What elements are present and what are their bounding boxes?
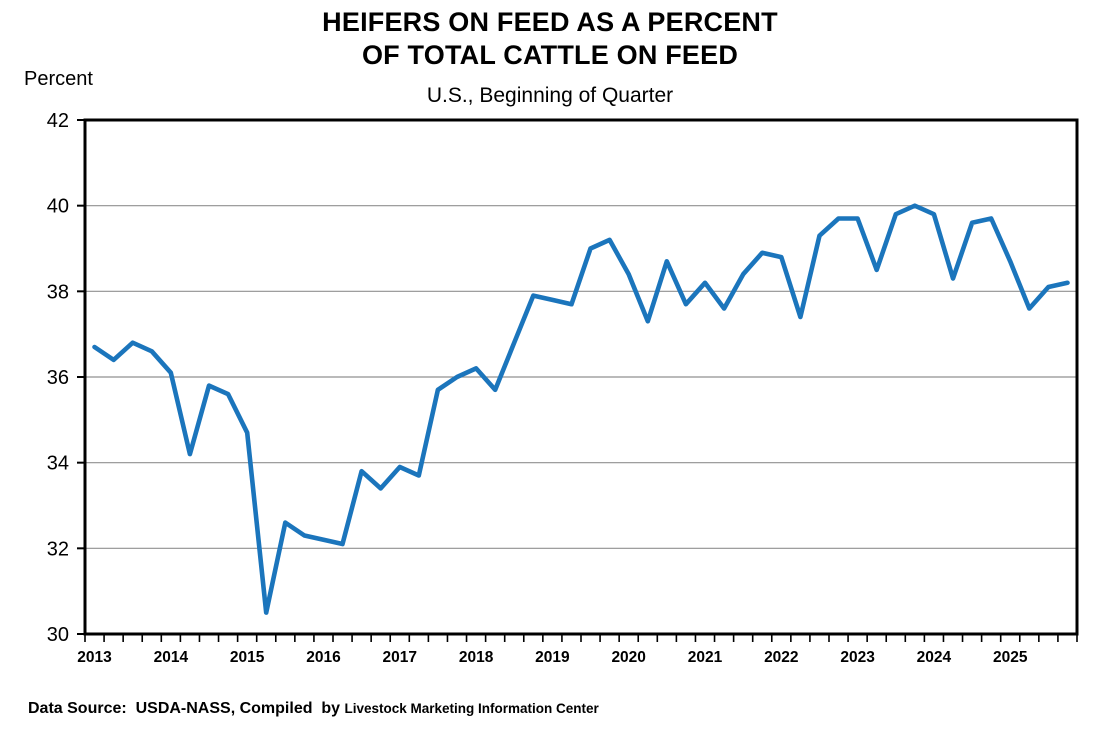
x-tick-label: 2014 (154, 649, 189, 666)
chart-subtitle: U.S., Beginning of Quarter (426, 84, 674, 107)
data-source-text: Data Source: USDA-NASS, Compiled by (28, 700, 345, 717)
x-tick-label: 2022 (764, 649, 798, 666)
chart-title-line1: HEIFERS ON FEED AS A PERCENT (322, 7, 778, 37)
x-tick-label: 2021 (688, 649, 723, 666)
y-tick-label: 30 (47, 624, 69, 646)
x-tick-label: 2023 (840, 649, 875, 666)
chart-title: HEIFERS ON FEED AS A PERCENT OF TOTAL CA… (0, 6, 1100, 72)
x-tick-label: 2019 (535, 649, 570, 666)
x-tick-label: 2025 (993, 649, 1028, 666)
y-tick-label: 34 (47, 453, 69, 475)
data-source-org: Livestock Marketing Information Center (344, 701, 599, 716)
y-tick-label: 36 (47, 367, 69, 389)
chart-title-line2: OF TOTAL CATTLE ON FEED (361, 39, 739, 70)
plot-border (83, 118, 1079, 636)
x-tick-label: 2020 (611, 649, 645, 666)
y-tick-label: 32 (47, 538, 69, 560)
y-tick-label: 40 (47, 196, 69, 218)
x-tick-label: 2016 (306, 649, 341, 666)
data-line (92, 203, 1070, 615)
x-tick-label: 2015 (230, 649, 265, 666)
x-tick-label: 2024 (917, 649, 952, 666)
data-source-footer: Data Source: USDA-NASS, Compiled by Live… (28, 700, 599, 718)
y-tick-label: 42 (47, 110, 69, 132)
x-tick-label: 2017 (383, 649, 417, 666)
x-tick-label: 2018 (459, 649, 494, 666)
y-axis-title: Percent (24, 68, 93, 90)
y-tick-label: 38 (47, 281, 69, 303)
x-tick-label: 2013 (77, 649, 112, 666)
